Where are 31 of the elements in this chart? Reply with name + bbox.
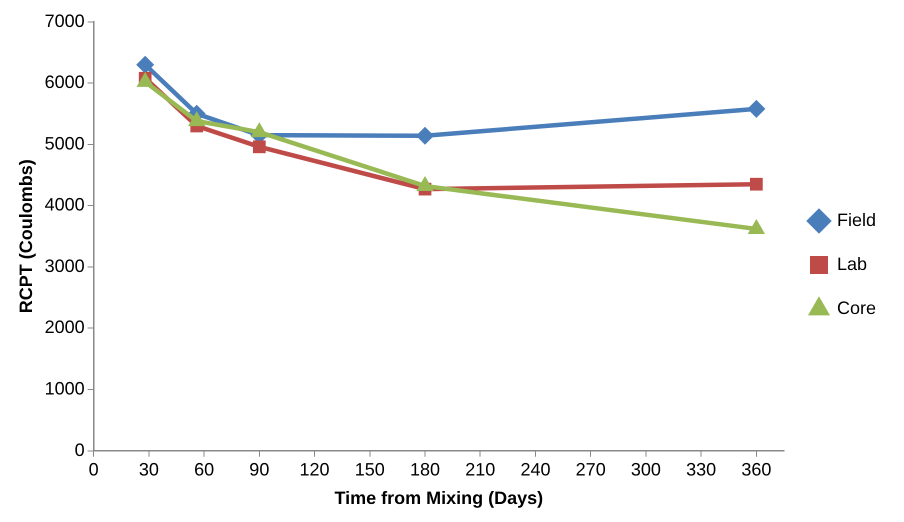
y-tick-label: 0 — [74, 440, 85, 460]
y-tick-label: 7000 — [44, 10, 85, 31]
x-tick-label: 210 — [465, 460, 496, 480]
point — [252, 140, 266, 154]
y-tick-label: 5000 — [44, 133, 85, 154]
x-tick-label: 30 — [138, 460, 159, 480]
y-tick-label: 6000 — [44, 72, 85, 92]
x-tick-label: 60 — [194, 460, 214, 480]
point — [750, 178, 763, 191]
x-tick-label: 90 — [249, 460, 270, 480]
x-tick-label: 360 — [741, 460, 772, 480]
x-tick-label: 150 — [354, 460, 385, 480]
y-axis-title: RCPT (Coulombs) — [16, 159, 36, 314]
x-axis-title: Time from Mixing (Days) — [334, 488, 544, 508]
x-tick-label: 120 — [300, 460, 330, 480]
y-tick-label: 3000 — [44, 256, 85, 276]
x-tick-label: 270 — [576, 460, 606, 480]
point — [416, 126, 434, 145]
x-tick-label: 300 — [630, 460, 661, 480]
legend-label: Lab — [836, 254, 868, 274]
x-tick-label: 240 — [520, 460, 550, 480]
y-tick-label: 1000 — [44, 378, 85, 398]
point — [136, 56, 154, 74]
y-tick-label: 4000 — [44, 194, 85, 215]
point — [747, 100, 766, 118]
y-tick-label: 2000 — [44, 317, 85, 338]
legend-label: Field — [836, 210, 876, 230]
x-tick-label: 330 — [686, 460, 716, 480]
legend-label: Core — [836, 298, 876, 318]
x-tick-label: 0 — [88, 460, 99, 480]
x-tick-label: 180 — [410, 460, 440, 480]
